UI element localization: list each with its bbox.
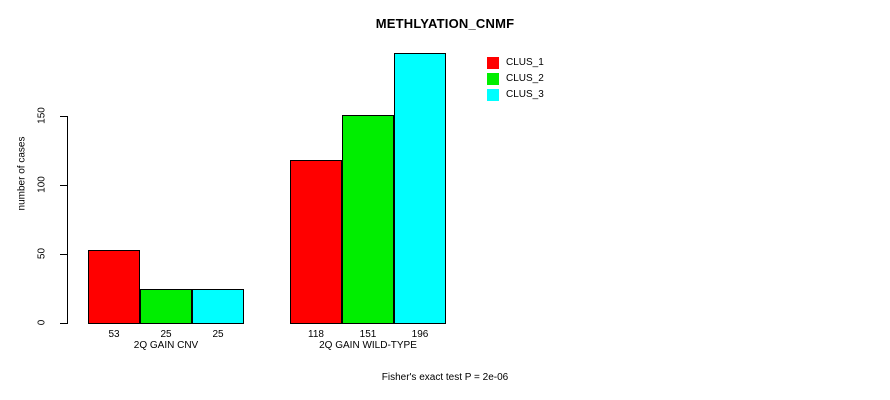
legend-item-label: CLUS_3 xyxy=(506,89,544,100)
legend-item: CLUS_2 xyxy=(487,71,544,87)
statistical-annotation: Fisher's exact test P = 2e-06 xyxy=(381,372,509,383)
legend: CLUS_1 CLUS_2 CLUS_3 xyxy=(487,55,544,103)
y-axis-tick-label: 50 xyxy=(36,247,48,260)
y-axis-line xyxy=(67,116,68,324)
bar-value-label: 53 xyxy=(108,329,120,340)
y-axis-tick xyxy=(60,185,67,186)
x-axis-category-label: 2Q GAIN WILD-TYPE xyxy=(319,340,417,351)
bar xyxy=(290,160,342,324)
y-axis-tick-label: 150 xyxy=(36,107,48,124)
bar-value-label: 25 xyxy=(160,329,172,340)
y-axis-tick xyxy=(60,254,67,255)
legend-color-swatch xyxy=(487,57,499,69)
y-axis-tick xyxy=(60,323,67,324)
bar-value-label: 25 xyxy=(212,329,224,340)
page-title: METHLYATION_CNMF xyxy=(375,16,515,31)
y-axis-tick-label: 0 xyxy=(36,319,48,326)
legend-color-swatch xyxy=(487,89,499,101)
bar-value-label: 118 xyxy=(308,329,324,340)
legend-item-label: CLUS_1 xyxy=(506,57,544,68)
bar xyxy=(88,249,140,324)
y-axis-title: number of cases xyxy=(16,136,28,211)
legend-item: CLUS_3 xyxy=(487,87,544,103)
bar xyxy=(342,114,394,324)
legend-item: CLUS_1 xyxy=(487,55,544,71)
y-axis-tick xyxy=(60,116,67,117)
bar xyxy=(394,52,446,324)
bar-value-label: 151 xyxy=(359,329,377,340)
legend-item-label: CLUS_2 xyxy=(506,73,544,84)
bar xyxy=(140,288,192,324)
y-axis-tick-label: 100 xyxy=(36,176,48,193)
bar-value-label: 196 xyxy=(411,329,429,340)
bar xyxy=(192,288,244,324)
x-axis-category-label: 2Q GAIN CNV xyxy=(133,340,199,351)
legend-color-swatch xyxy=(487,73,499,85)
